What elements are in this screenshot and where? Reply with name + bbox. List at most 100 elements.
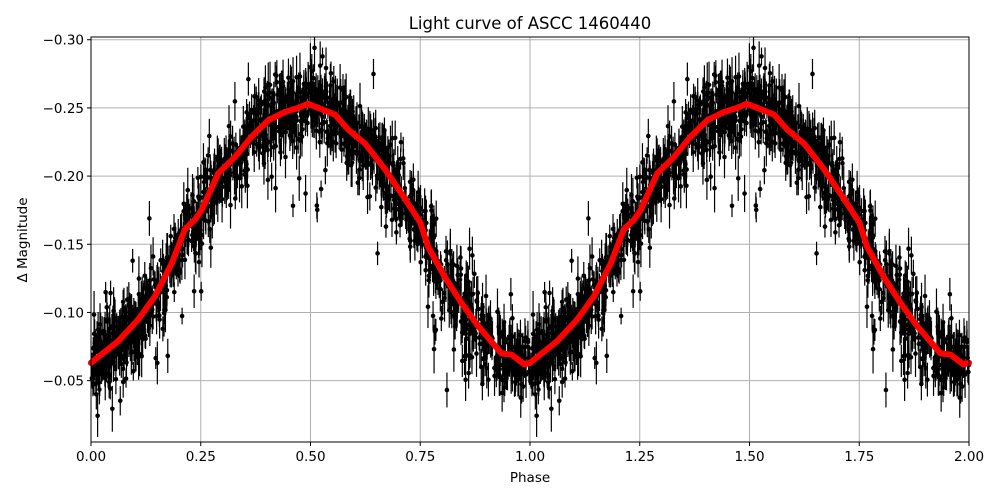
data-point xyxy=(407,244,413,249)
data-point xyxy=(273,185,278,191)
data-point xyxy=(213,191,219,196)
data-point xyxy=(476,306,481,312)
data-point xyxy=(258,117,264,122)
data-point xyxy=(311,99,317,104)
data-point xyxy=(596,317,601,322)
data-point xyxy=(394,216,399,221)
data-point xyxy=(516,373,522,378)
data-point xyxy=(905,370,910,376)
data-point xyxy=(193,228,199,233)
data-point xyxy=(401,160,406,166)
data-point xyxy=(463,331,468,336)
data-point xyxy=(283,124,289,130)
data-point xyxy=(318,186,324,192)
data-point xyxy=(278,100,283,106)
data-point xyxy=(810,71,815,77)
data-point xyxy=(430,313,436,319)
data-point xyxy=(120,299,126,305)
data-point xyxy=(327,123,333,129)
data-point xyxy=(186,214,192,219)
data-point xyxy=(339,147,345,152)
data-point xyxy=(897,255,902,260)
data-point xyxy=(425,304,431,309)
data-point xyxy=(523,372,529,377)
data-point xyxy=(157,317,162,322)
data-point xyxy=(190,192,195,198)
data-point xyxy=(294,117,299,122)
data-point xyxy=(365,160,371,165)
data-point xyxy=(559,299,565,305)
data-point xyxy=(96,348,102,353)
data-point xyxy=(265,147,270,153)
data-point xyxy=(722,154,727,160)
data-point xyxy=(123,341,129,346)
data-point xyxy=(205,153,211,158)
data-point xyxy=(822,224,828,229)
data-point xyxy=(95,413,100,419)
data-point xyxy=(339,133,345,139)
data-point xyxy=(823,159,828,164)
data-point xyxy=(126,318,131,323)
data-point xyxy=(837,139,843,145)
data-point xyxy=(111,308,116,314)
data-point xyxy=(318,84,324,89)
data-point xyxy=(256,110,261,116)
data-point xyxy=(320,54,325,59)
data-point xyxy=(180,252,185,258)
data-point xyxy=(454,263,460,269)
data-point xyxy=(478,364,484,370)
data-point xyxy=(392,206,397,211)
chart-title: Light curve of ASCC 1460440 xyxy=(409,14,652,33)
data-point xyxy=(423,208,428,214)
data-point xyxy=(299,111,304,117)
data-point xyxy=(108,290,113,296)
data-point xyxy=(328,83,333,88)
data-point xyxy=(185,187,191,193)
data-point xyxy=(346,152,352,158)
data-point xyxy=(475,290,481,296)
data-point xyxy=(505,360,511,366)
data-point xyxy=(234,162,240,167)
data-point xyxy=(423,267,429,273)
data-point xyxy=(756,63,762,68)
data-point xyxy=(762,65,768,71)
data-point xyxy=(314,203,320,208)
data-point xyxy=(575,354,580,360)
data-point xyxy=(360,163,366,168)
data-point xyxy=(328,117,334,123)
data-point xyxy=(147,216,152,221)
data-point xyxy=(208,245,214,251)
data-point xyxy=(429,232,434,237)
data-point xyxy=(862,208,867,214)
data-point xyxy=(468,302,474,308)
data-point xyxy=(226,187,231,192)
data-point xyxy=(902,377,907,383)
data-point xyxy=(922,293,928,299)
data-point xyxy=(464,336,469,341)
data-point xyxy=(915,306,920,312)
data-point xyxy=(369,163,375,168)
data-point xyxy=(471,327,477,333)
data-point xyxy=(314,128,319,133)
data-point xyxy=(502,335,507,341)
data-point xyxy=(453,301,458,307)
data-point xyxy=(274,73,279,78)
data-point xyxy=(228,202,233,208)
data-point xyxy=(136,276,142,281)
data-point xyxy=(899,358,904,364)
data-point xyxy=(319,127,324,133)
data-point xyxy=(357,103,363,109)
data-point xyxy=(196,196,202,201)
data-point xyxy=(478,316,484,322)
data-point xyxy=(568,349,574,355)
data-point xyxy=(165,353,171,359)
data-point xyxy=(466,370,471,376)
data-point xyxy=(508,291,514,297)
data-point xyxy=(182,257,188,263)
data-point xyxy=(261,99,267,104)
data-point xyxy=(597,257,603,263)
data-point xyxy=(420,242,425,247)
data-point xyxy=(890,347,896,352)
data-point xyxy=(177,267,182,272)
data-point xyxy=(869,313,875,319)
